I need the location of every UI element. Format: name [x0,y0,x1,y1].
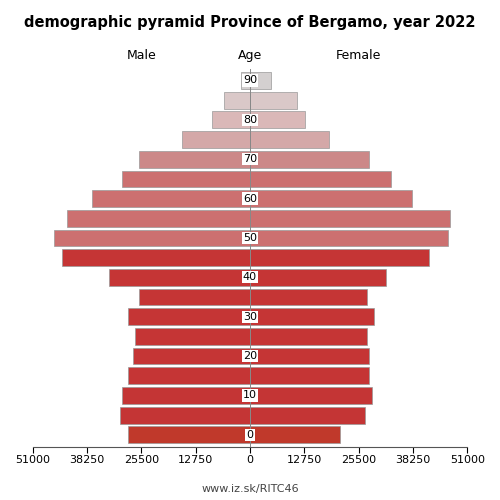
Bar [132,348,250,364]
Bar [139,288,250,306]
Text: Age: Age [238,49,262,62]
Text: 70: 70 [243,154,257,164]
Text: Female: Female [336,49,382,62]
Bar [54,230,250,246]
Bar [135,328,250,345]
Bar [250,250,429,266]
Bar [110,269,250,285]
Text: www.iz.sk/RITC46: www.iz.sk/RITC46 [201,484,299,494]
Bar [250,407,365,424]
Bar [250,170,390,188]
Text: 30: 30 [243,312,257,322]
Bar [242,72,250,89]
Bar [62,250,250,266]
Bar [128,308,250,325]
Bar [92,190,250,207]
Text: 60: 60 [243,194,257,203]
Bar [250,112,306,128]
Bar [128,368,250,384]
Bar [182,131,250,148]
Bar [250,190,412,207]
Text: 50: 50 [243,233,257,243]
Text: 90: 90 [243,76,257,86]
Bar [250,368,370,384]
Bar [250,387,372,404]
Text: 20: 20 [243,351,257,361]
Bar [250,426,340,443]
Bar [122,387,250,404]
Bar [250,328,368,345]
Text: 40: 40 [243,272,257,282]
Bar [250,288,368,306]
Bar [212,112,250,128]
Bar [250,72,272,89]
Bar [250,230,448,246]
Bar [250,210,450,226]
Bar [250,151,370,168]
Bar [250,269,386,285]
Text: Male: Male [126,49,156,62]
Bar [224,92,250,108]
Bar [66,210,250,226]
Text: 10: 10 [243,390,257,400]
Bar [250,308,374,325]
Bar [128,426,250,443]
Bar [250,92,297,108]
Text: 80: 80 [243,115,257,125]
Text: 0: 0 [246,430,254,440]
Bar [120,407,250,424]
Bar [139,151,250,168]
Bar [250,131,329,148]
Bar [122,170,250,188]
Title: demographic pyramid Province of Bergamo, year 2022: demographic pyramid Province of Bergamo,… [24,15,476,30]
Bar [250,348,370,364]
